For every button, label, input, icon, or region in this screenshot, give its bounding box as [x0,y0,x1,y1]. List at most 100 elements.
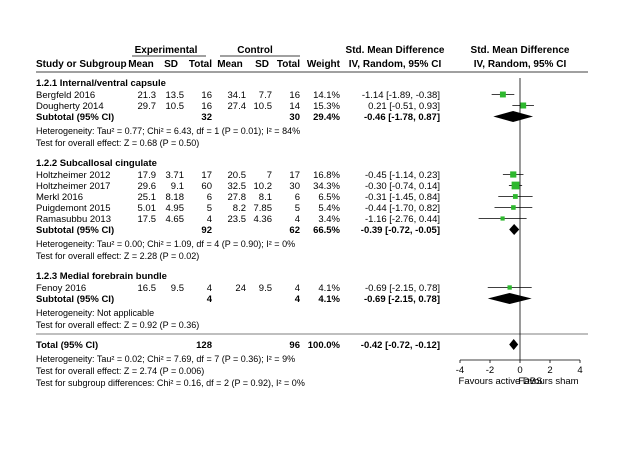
smd-ci-value: -0.69 [-2.15, 0.78] [365,283,440,294]
e-total-value: 6 [207,192,212,203]
c-mean-header: Mean [217,59,243,70]
total-diamond [509,339,519,350]
e-mean-value: 29.7 [138,101,157,112]
subtotal-diamond [509,224,520,235]
e-total-value: 4 [207,214,212,225]
subtotal-e-total: 92 [201,225,212,236]
c-mean-value: 20.5 [228,170,247,181]
c-sd-value: 4.36 [254,214,273,225]
c-total-header: Total [277,59,300,70]
e-sd-value: 8.18 [166,192,185,203]
study-marker [499,91,506,98]
overall-effect-text: Test for overall effect: Z = 0.68 (P = 0… [36,138,199,148]
subtotal-c-total: 62 [289,225,300,236]
subgroup-title: 1.2.2 Subcallosal cingulate [36,158,157,169]
e-total-value: 4 [207,283,212,294]
heterogeneity-text: Heterogeneity: Not applicable [36,308,154,318]
total-label: Total (95% CI) [36,340,98,351]
heterogeneity-text: Heterogeneity: Tau² = 0.00; Chi² = 1.09,… [36,239,295,249]
e-sd-value: 4.65 [166,214,185,225]
subtotal-e-total: 32 [201,112,212,123]
c-sd-value: 10.5 [254,101,273,112]
e-total-value: 5 [207,203,212,214]
c-sd-value: 7.7 [259,90,272,101]
subtotal-ci: -0.39 [-0.72, -0.05] [361,225,440,236]
study-marker [511,181,520,190]
c-mean-value: 24 [235,283,246,294]
subtotal-c-total: 4 [295,294,301,305]
c-sd-value: 8.1 [259,192,272,203]
e-sd-header: SD [164,59,178,70]
subtotal-label: Subtotal (95% CI) [36,225,114,236]
e-sd-value: 9.1 [171,181,184,192]
c-mean-value: 8.2 [233,203,246,214]
subtotal-e-total: 4 [207,294,213,305]
weight-value: 5.4% [318,203,340,214]
subtotal-weight: 4.1% [318,294,340,305]
c-sd-value: 7 [267,170,272,181]
c-total-value: 30 [289,181,300,192]
weight-value: 15.3% [313,101,340,112]
c-total-value: 4 [295,283,300,294]
weight-value: 6.5% [318,192,340,203]
e-mean-value: 25.1 [138,192,157,203]
overall-effect-text: Test for overall effect: Z = 0.92 (P = 0… [36,320,199,330]
e-sd-value: 9.5 [171,283,184,294]
study-name: Fenoy 2016 [36,283,86,294]
e-total-header: Total [189,59,212,70]
favours-right-label: Favours sham [518,376,578,387]
e-sd-value: 3.71 [166,170,185,181]
study-name: Holtzheimer 2012 [36,170,110,181]
total-c-total: 96 [289,340,300,351]
study-column-header: Study or Subgroup [36,59,127,70]
smd-method-header: IV, Random, 95% CI [349,59,442,70]
smd-ci-value: -0.45 [-1.14, 0.23] [365,170,440,181]
control-header: Control [237,45,273,56]
weight-value: 3.4% [318,214,340,225]
subtotal-ci: -0.46 [-1.78, 0.87] [364,112,440,123]
subtotal-diamond [493,111,534,122]
e-total-value: 17 [201,170,212,181]
subgroup-title: 1.2.1 Internal/ventral capsule [36,78,166,89]
e-mean-value: 16.5 [138,283,157,294]
e-sd-value: 13.5 [166,90,185,101]
smd-ci-value: -0.31 [-1.45, 0.84] [365,192,440,203]
x-tick-label: -4 [456,365,464,376]
c-total-value: 17 [289,170,300,181]
c-total-value: 16 [289,90,300,101]
c-mean-value: 34.1 [228,90,247,101]
smd-ci-value: -0.30 [-0.74, 0.14] [365,181,440,192]
study-marker [507,285,512,290]
c-sd-header: SD [255,59,269,70]
subgroup-title: 1.2.3 Medial forebrain bundle [36,271,167,282]
weight-value: 4.1% [318,283,340,294]
plot-method-header: IV, Random, 95% CI [474,59,567,70]
weight-header: Weight [307,59,341,70]
experimental-header: Experimental [135,45,198,56]
smd-ci-value: -1.14 [-1.89, -0.38] [362,90,440,101]
total-ci: -0.42 [-0.72, -0.12] [361,340,440,351]
study-name: Ramasubbu 2013 [36,214,111,225]
study-name: Puigdemont 2015 [36,203,110,214]
total-weight: 100.0% [308,340,341,351]
x-tick-label: 0 [517,365,522,376]
c-mean-value: 32.5 [228,181,247,192]
e-sd-value: 4.95 [166,203,185,214]
smd-group-header: Std. Mean Difference [346,45,445,56]
study-marker [512,194,518,199]
overall-effect-text: Test for overall effect: Z = 2.28 (P = 0… [36,251,199,261]
smd-ci-value: 0.21 [-0.51, 0.93] [368,101,440,112]
subtotal-weight: 66.5% [313,225,340,236]
subtotal-label: Subtotal (95% CI) [36,294,114,305]
c-mean-value: 27.4 [228,101,247,112]
study-name: Bergfeld 2016 [36,90,95,101]
c-mean-value: 23.5 [228,214,247,225]
study-name: Holtzheimer 2017 [36,181,110,192]
c-total-value: 4 [295,214,300,225]
favours-left-label: Favours active DBS [459,376,543,387]
x-tick-label: -2 [486,365,494,376]
e-total-value: 16 [201,90,212,101]
